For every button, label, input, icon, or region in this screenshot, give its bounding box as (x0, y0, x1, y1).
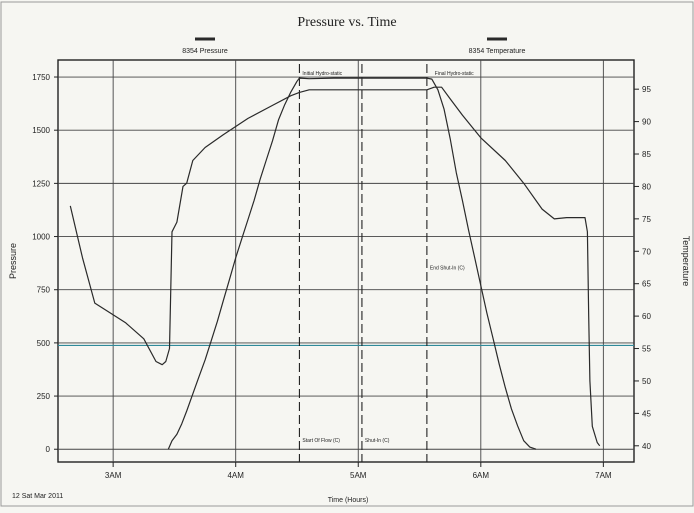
y2-tick-label: 60 (642, 312, 651, 321)
y2-tick-label: 65 (642, 280, 651, 289)
annotation-label: End Shut-In (C) (430, 266, 465, 272)
legend-label: 8354 Pressure (182, 48, 228, 55)
y2-axis-title: Temperature (681, 236, 691, 287)
y2-tick-label: 80 (642, 182, 651, 191)
x-tick-label: 4AM (227, 471, 244, 480)
x-axis-title: Time (Hours) (328, 497, 369, 504)
x-tick-label: 7AM (595, 471, 612, 480)
y2-tick-label: 95 (642, 85, 651, 94)
y2-tick-label: 40 (642, 442, 651, 451)
y-tick-label: 1500 (32, 126, 50, 135)
y2-tick-label: 70 (642, 247, 651, 256)
y-tick-label: 0 (46, 445, 51, 454)
y2-tick-label: 50 (642, 377, 651, 386)
y2-tick-label: 75 (642, 215, 651, 224)
y-tick-label: 750 (37, 286, 51, 295)
chart-title: Pressure vs. Time (297, 15, 396, 30)
y-tick-label: 500 (37, 339, 51, 348)
y-tick-label: 1000 (32, 233, 50, 242)
x-tick-label: 5AM (350, 471, 367, 480)
annotation-label: Start Of Flow (C) (302, 438, 340, 444)
x-tick-label: 6AM (473, 471, 490, 480)
date-label: 12 Sat Mar 2011 (12, 493, 63, 500)
y2-tick-label: 45 (642, 409, 651, 418)
y-tick-label: 1750 (32, 73, 50, 82)
y-axis-title: Pressure (8, 243, 18, 279)
legend-label: 8354 Temperature (469, 48, 526, 55)
plot-frame (57, 59, 635, 463)
series-line-1 (69, 86, 601, 447)
annotation-label: Shut-In (C) (365, 438, 390, 444)
y2-tick-label: 90 (642, 118, 651, 127)
y2-tick-label: 55 (642, 345, 651, 354)
annotation-label: Initial Hydro-static (302, 71, 342, 77)
x-tick-label: 3AM (105, 471, 122, 480)
annotation-label: Final Hydro-static (435, 71, 474, 77)
series-line-0 (167, 77, 537, 450)
y-tick-label: 1250 (32, 179, 50, 188)
y2-tick-label: 85 (642, 150, 651, 159)
y-tick-label: 250 (37, 392, 51, 401)
